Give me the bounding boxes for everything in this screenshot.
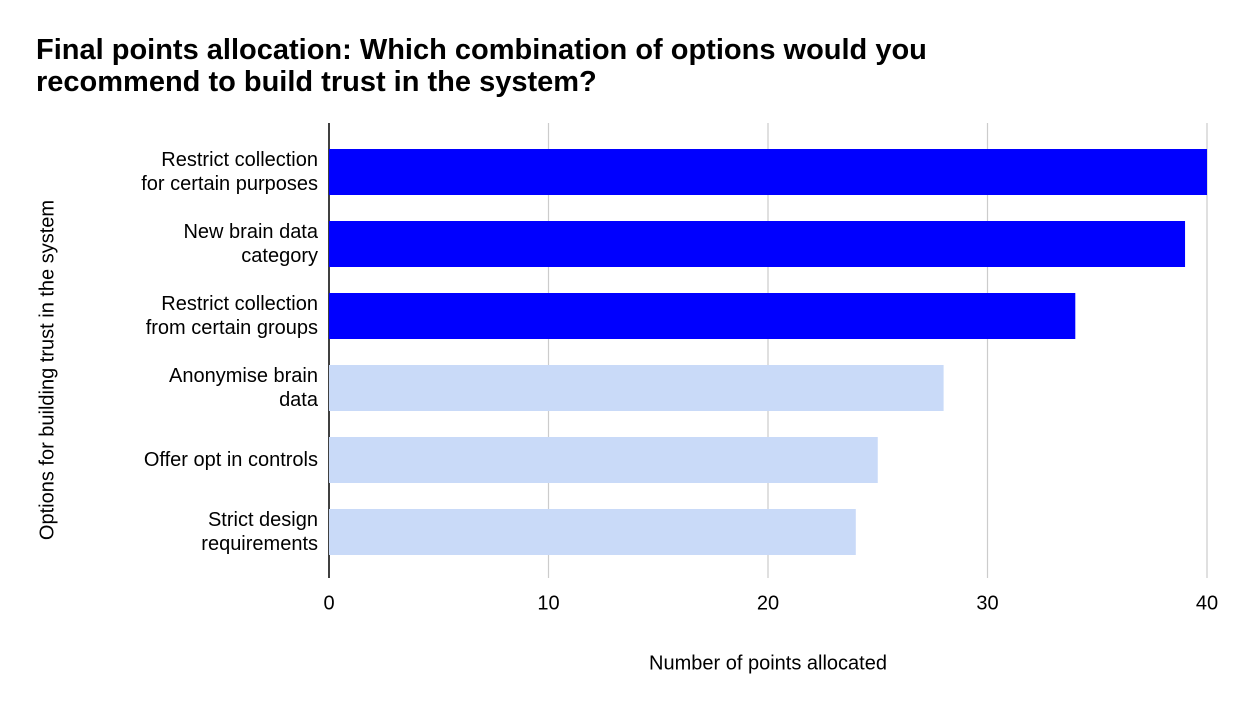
x-tick-label: 0: [323, 592, 334, 614]
y-tick-label: Restrict collection from certain groups: [145, 293, 318, 339]
y-tick-label: Anonymise brain data: [169, 365, 318, 411]
bar: [329, 221, 1186, 267]
y-tick-label: Offer opt in controls: [143, 449, 318, 471]
y-tick-label: New brain data category: [183, 221, 318, 267]
y-axis-title: Options for building trust in the system: [36, 200, 58, 540]
x-tick-label: 30: [976, 592, 998, 614]
bar: [329, 149, 1207, 195]
chart-title: Final points allocation: Which combinati…: [36, 34, 927, 98]
bar: [329, 509, 856, 555]
x-tick-label: 10: [537, 592, 559, 614]
x-tick-label: 40: [1196, 592, 1218, 614]
bar: [329, 437, 878, 483]
x-axis-title: Number of points allocated: [649, 652, 887, 674]
x-tick-label: 20: [757, 592, 779, 614]
y-tick-label: Strict design requirements: [201, 509, 318, 555]
y-tick-label: Restrict collection for certain purposes: [141, 149, 318, 195]
bar: [329, 293, 1076, 339]
bar: [329, 365, 944, 411]
